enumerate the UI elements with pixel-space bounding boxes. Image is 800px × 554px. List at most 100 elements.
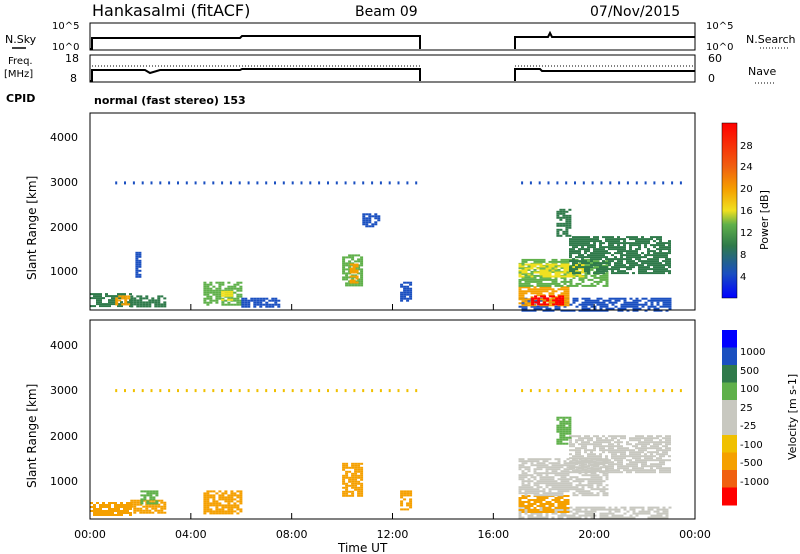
power-cell bbox=[560, 276, 564, 279]
power-cell bbox=[584, 299, 588, 302]
power-cell bbox=[203, 291, 207, 294]
power-cell bbox=[572, 258, 575, 261]
velocity-cell bbox=[626, 516, 630, 519]
velocity-cell bbox=[542, 472, 546, 475]
power-cell bbox=[533, 305, 537, 308]
power-cell bbox=[247, 301, 251, 304]
velocity-cell bbox=[129, 512, 132, 514]
power-cell bbox=[617, 270, 620, 273]
power-cell bbox=[638, 270, 641, 273]
power-cell bbox=[563, 298, 567, 301]
velocity-cell bbox=[133, 503, 137, 506]
power-cell bbox=[142, 297, 146, 300]
velocity-cell bbox=[608, 465, 611, 468]
power-cell bbox=[650, 250, 653, 253]
power-cell bbox=[218, 293, 222, 296]
velocity-cell bbox=[400, 492, 404, 495]
power-cell bbox=[668, 246, 671, 249]
power-cell bbox=[641, 236, 644, 239]
velocity-cell bbox=[93, 504, 96, 506]
velocity-cell bbox=[566, 462, 570, 465]
power-cell bbox=[400, 295, 404, 298]
power-cell bbox=[533, 258, 537, 261]
velocity-cell bbox=[560, 511, 564, 513]
velocity-cell bbox=[593, 506, 597, 509]
velocity-cell bbox=[584, 435, 587, 438]
power-cell bbox=[362, 221, 366, 224]
velocity-cell bbox=[581, 437, 584, 440]
velocity-cell bbox=[593, 478, 597, 481]
velocity-cell bbox=[578, 455, 581, 458]
velocity-cell bbox=[559, 436, 563, 439]
power-cell bbox=[546, 297, 550, 300]
velocity-cell bbox=[641, 506, 645, 509]
power-cell bbox=[345, 274, 349, 277]
power-cell bbox=[271, 305, 275, 308]
velocity-cell bbox=[575, 455, 578, 458]
power-cell bbox=[665, 252, 668, 255]
power-cell bbox=[530, 270, 534, 273]
velocity-cell bbox=[587, 512, 591, 515]
velocity-cell bbox=[578, 471, 581, 474]
power-cell bbox=[590, 278, 594, 281]
power-cell bbox=[221, 181, 224, 185]
velocity-cell bbox=[108, 510, 111, 512]
power-cell bbox=[521, 304, 525, 307]
power-cell bbox=[620, 256, 623, 259]
power-cell bbox=[265, 181, 268, 185]
power-cell bbox=[665, 264, 668, 267]
velocity-cell bbox=[521, 488, 525, 491]
velocity-cell bbox=[105, 512, 108, 514]
velocity-cell bbox=[596, 486, 600, 489]
power-cell bbox=[623, 266, 626, 269]
power-cell bbox=[581, 260, 584, 263]
velocity-cell bbox=[575, 480, 579, 483]
power-cell bbox=[668, 305, 672, 308]
power-cell bbox=[239, 299, 243, 302]
velocity-cell bbox=[575, 488, 579, 491]
velocity-cell bbox=[563, 480, 567, 483]
power-cell bbox=[120, 305, 123, 308]
power-cell bbox=[650, 262, 653, 265]
power-cell bbox=[584, 258, 588, 261]
velocity-cell bbox=[572, 467, 575, 470]
power-cell bbox=[533, 260, 537, 263]
velocity-heatmap-cells bbox=[90, 389, 682, 519]
velocity-cell bbox=[551, 492, 555, 495]
velocity-cell bbox=[584, 494, 588, 497]
velocity-cell bbox=[560, 488, 564, 491]
velocity-cell bbox=[638, 437, 641, 440]
power-cell bbox=[374, 213, 378, 216]
velocity-cell bbox=[572, 476, 576, 479]
velocity-cell bbox=[560, 490, 564, 493]
velocity-cell bbox=[218, 490, 222, 493]
velocity-cell bbox=[590, 469, 593, 472]
nave-tick-high: 60 bbox=[708, 52, 722, 65]
power-cell bbox=[530, 263, 534, 266]
power-cell bbox=[665, 254, 668, 257]
velocity-cell bbox=[524, 472, 528, 475]
power-cell bbox=[647, 260, 650, 263]
velocity-cell bbox=[626, 459, 629, 462]
power-cell bbox=[554, 263, 558, 266]
velocity-cell bbox=[665, 459, 668, 462]
velocity-cell bbox=[587, 461, 590, 464]
power-cell bbox=[629, 264, 632, 267]
velocity-cell bbox=[533, 499, 537, 501]
power-ytick-4000: 4000 bbox=[50, 131, 78, 144]
velocity-cell bbox=[554, 507, 558, 509]
velocity-cell bbox=[133, 509, 137, 512]
power-cell bbox=[599, 252, 602, 255]
velocity-cell bbox=[114, 514, 117, 516]
power-cell bbox=[524, 302, 528, 305]
velocity-cell bbox=[136, 499, 140, 502]
power-cell bbox=[209, 291, 213, 294]
velocity-cell bbox=[587, 471, 590, 474]
power-cell bbox=[209, 283, 213, 286]
velocity-cell bbox=[647, 439, 650, 442]
power-cell bbox=[537, 301, 541, 304]
velocity-cell bbox=[653, 437, 656, 440]
power-cell bbox=[563, 276, 567, 279]
velocity-cell bbox=[593, 514, 597, 517]
